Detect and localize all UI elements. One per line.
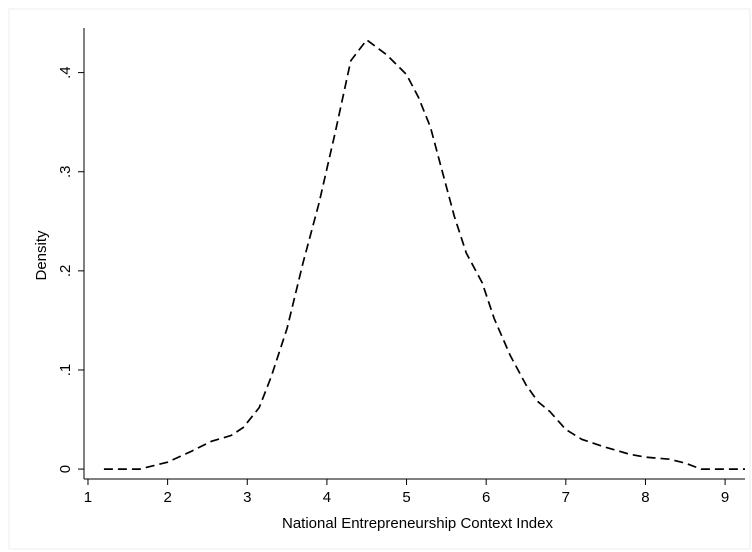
x-tick-label: 3 — [243, 489, 251, 506]
x-axis-title: National Entrepreneurship Context Index — [282, 515, 553, 532]
y-ticks-group: 0 .1 .2 .3 .4 — [57, 66, 84, 473]
y-tick-label: .2 — [57, 265, 74, 278]
y-axis-title: Density — [33, 230, 50, 281]
x-tick-label: 7 — [562, 489, 570, 506]
x-tick-label: 4 — [323, 489, 331, 506]
x-ticks-group: 1 2 3 4 5 6 7 8 9 — [84, 479, 729, 506]
y-tick-label: .1 — [57, 364, 74, 377]
axes-group — [83, 28, 745, 480]
density-curve-line — [103, 38, 745, 470]
x-tick-label: 1 — [84, 489, 92, 506]
y-tick-label: 0 — [57, 465, 74, 473]
x-tick-label: 6 — [482, 489, 490, 506]
x-tick-label: 8 — [641, 489, 649, 506]
plot-region-border — [8, 8, 751, 550]
y-tick-label: .3 — [57, 165, 74, 178]
x-tick-label: 5 — [402, 489, 410, 506]
x-tick-label: 9 — [721, 489, 729, 506]
x-tick-label: 2 — [163, 489, 171, 506]
y-tick-label: .4 — [57, 66, 74, 79]
